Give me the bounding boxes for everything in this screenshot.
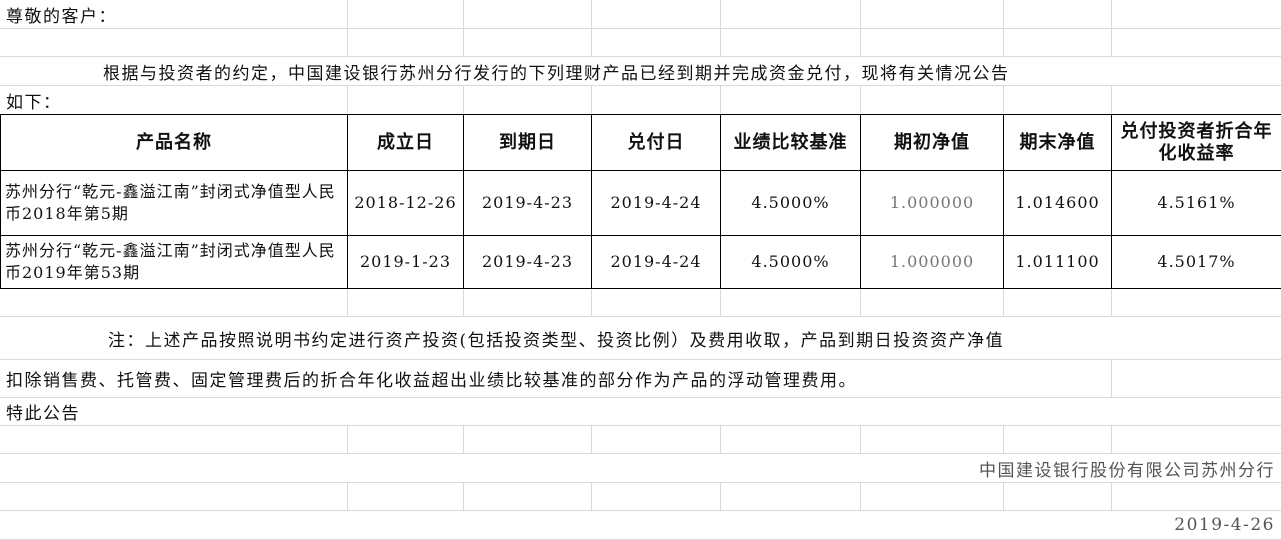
table-row: 苏州分行“乾元-鑫溢江南”封闭式净值型人民币2019年第53期 2019-1-2… bbox=[0, 235, 1281, 289]
note-line-2: 扣除销售费、托管费、固定管理费后的折合年化收益超出业绩比较基准的部分作为产品的浮… bbox=[6, 371, 857, 391]
closing-text: 特此公告 bbox=[6, 404, 80, 424]
cell-annualized-yield: 4.5161% bbox=[1111, 170, 1281, 236]
cell-payment-date: 2019-4-24 bbox=[591, 235, 721, 289]
row-intro-cont: 如下： bbox=[0, 86, 1281, 114]
row-greeting: 尊敬的客户： bbox=[0, 0, 1281, 29]
header-final-nav: 期末净值 bbox=[1003, 114, 1112, 171]
intro-cont-text: 如下： bbox=[6, 92, 62, 113]
cell-product-name: 苏州分行“乾元-鑫溢江南”封闭式净值型人民币2018年第5期 bbox=[0, 170, 348, 236]
cell-final-nav: 1.011100 bbox=[1003, 235, 1112, 289]
note-line-1: 注：上述产品按照说明书约定进行资产投资(包括投资类型、投资比例）及费用收取，产品… bbox=[108, 330, 1005, 351]
cell-initial-nav: 1.000000 bbox=[860, 170, 1004, 236]
cell-benchmark: 4.5000% bbox=[720, 235, 861, 289]
cell-start-date: 2018-12-26 bbox=[347, 170, 464, 236]
greeting: 尊敬的客户： bbox=[6, 0, 121, 28]
row-note-1: 注：上述产品按照说明书约定进行资产投资(包括投资类型、投资比例）及费用收取，产品… bbox=[0, 317, 1281, 360]
intro-text: 根据与投资者的约定，中国建设银行苏州分行发行的下列理财产品已经到期并完成资金兑付… bbox=[103, 63, 1010, 84]
header-start-date: 成立日 bbox=[347, 114, 464, 171]
cell-payment-date: 2019-4-24 bbox=[591, 170, 721, 236]
header-annualized-yield: 兑付投资者折合年化收益率 bbox=[1111, 114, 1281, 171]
row-signature: 中国建设银行股份有限公司苏州分行 bbox=[0, 454, 1281, 483]
header-payment-date: 兑付日 bbox=[591, 114, 721, 171]
cell-initial-nav: 1.000000 bbox=[860, 235, 1004, 289]
header-product-name: 产品名称 bbox=[0, 114, 348, 171]
table-header-row: 产品名称 成立日 到期日 兑付日 业绩比较基准 期初净值 期末净值 兑付投资者折… bbox=[0, 114, 1281, 171]
row-blank bbox=[0, 289, 1281, 317]
cell-maturity-date: 2019-4-23 bbox=[463, 235, 592, 289]
cell-final-nav: 1.014600 bbox=[1003, 170, 1112, 236]
row-note-2: 扣除销售费、托管费、固定管理费后的折合年化收益超出业绩比较基准的部分作为产品的浮… bbox=[0, 360, 1281, 398]
row-closing: 特此公告 bbox=[0, 398, 1281, 426]
row-date: 2019-4-26 bbox=[0, 511, 1281, 540]
cell-benchmark: 4.5000% bbox=[720, 170, 861, 236]
header-maturity-date: 到期日 bbox=[463, 114, 592, 171]
signature: 中国建设银行股份有限公司苏州分行 bbox=[979, 460, 1275, 481]
cell-maturity-date: 2019-4-23 bbox=[463, 170, 592, 236]
products-table: 产品名称 成立日 到期日 兑付日 业绩比较基准 期初净值 期末净值 兑付投资者折… bbox=[0, 114, 1281, 289]
announcement-date: 2019-4-26 bbox=[1174, 515, 1275, 535]
row-blank bbox=[0, 29, 1281, 57]
header-initial-nav: 期初净值 bbox=[860, 114, 1004, 171]
row-intro: 根据与投资者的约定，中国建设银行苏州分行发行的下列理财产品已经到期并完成资金兑付… bbox=[0, 57, 1281, 86]
cell-start-date: 2019-1-23 bbox=[347, 235, 464, 289]
cell-product-name: 苏州分行“乾元-鑫溢江南”封闭式净值型人民币2019年第53期 bbox=[0, 235, 348, 289]
row-blank bbox=[0, 426, 1281, 454]
table-row: 苏州分行“乾元-鑫溢江南”封闭式净值型人民币2018年第5期 2018-12-2… bbox=[0, 170, 1281, 236]
cell-annualized-yield: 4.5017% bbox=[1111, 235, 1281, 289]
row-blank bbox=[0, 483, 1281, 511]
header-benchmark: 业绩比较基准 bbox=[720, 114, 861, 171]
